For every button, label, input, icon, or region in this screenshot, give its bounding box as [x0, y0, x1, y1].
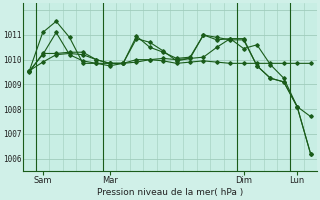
X-axis label: Pression niveau de la mer( hPa ): Pression niveau de la mer( hPa ) [97, 188, 243, 197]
